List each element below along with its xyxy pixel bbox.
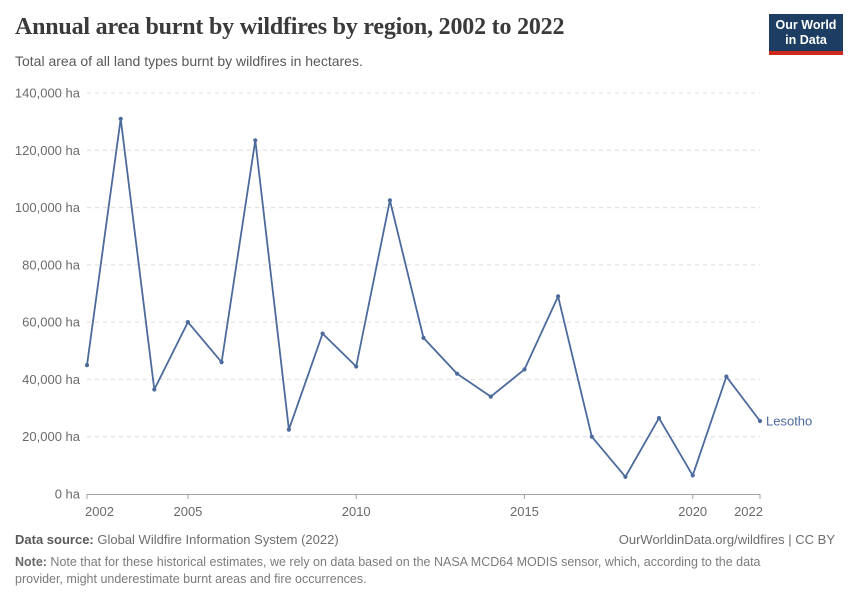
data-point[interactable] xyxy=(387,198,392,203)
x-axis-label: 2002 xyxy=(85,504,114,519)
x-axis-label: 2022 xyxy=(734,504,763,519)
data-point[interactable] xyxy=(185,320,190,325)
data-point[interactable] xyxy=(219,360,224,365)
y-axis-label: 60,000 ha xyxy=(22,315,81,330)
page-title: Annual area burnt by wildfires by region… xyxy=(15,14,565,40)
data-point[interactable] xyxy=(589,434,594,439)
owid-logo[interactable]: Our World in Data xyxy=(769,14,843,55)
data-point[interactable] xyxy=(623,474,628,479)
y-axis-label: 120,000 ha xyxy=(15,143,81,158)
data-point[interactable] xyxy=(84,363,90,368)
data-point[interactable] xyxy=(286,427,291,432)
y-axis-label: 20,000 ha xyxy=(22,429,81,444)
data-point[interactable] xyxy=(253,138,258,143)
data-point[interactable] xyxy=(354,364,359,369)
series-line-lesotho[interactable] xyxy=(86,117,761,478)
x-axis-label: 2015 xyxy=(510,504,539,519)
data-point[interactable] xyxy=(455,371,460,376)
data-point[interactable] xyxy=(421,335,426,340)
footer-note: Note: Note that for these historical est… xyxy=(15,554,793,588)
y-axis-label: 40,000 ha xyxy=(22,372,81,387)
data-point[interactable] xyxy=(522,367,527,372)
data-point[interactable] xyxy=(690,473,695,478)
owid-logo-line1: Our World xyxy=(775,18,837,32)
data-point[interactable] xyxy=(320,331,325,336)
page-subtitle: Total area of all land types burnt by wi… xyxy=(15,53,363,69)
y-axis-label: 140,000 ha xyxy=(15,86,81,101)
x-axis-label: 2020 xyxy=(678,504,707,519)
y-axis-label: 0 ha xyxy=(55,487,81,502)
footer-note-label: Note: xyxy=(15,555,47,569)
data-point[interactable] xyxy=(488,394,493,399)
x-axis-label: 2005 xyxy=(173,504,202,519)
owid-cc-by-link[interactable]: OurWorldinData.org/wildfires | CC BY xyxy=(618,532,835,547)
x-axis-label: 2010 xyxy=(342,504,371,519)
data-source: Data source: Global Wildfire Information… xyxy=(15,532,339,547)
footer-source-row: Data source: Global Wildfire Information… xyxy=(15,532,835,547)
y-axis-label: 80,000 ha xyxy=(22,257,81,272)
data-point[interactable] xyxy=(724,374,729,379)
series-label-lesotho[interactable]: Lesotho xyxy=(766,413,812,428)
data-source-value: Global Wildfire Information System (2022… xyxy=(93,532,339,547)
data-point[interactable] xyxy=(118,116,123,121)
data-source-label: Data source: xyxy=(15,532,94,547)
data-point[interactable] xyxy=(152,387,157,392)
data-point[interactable] xyxy=(656,416,662,421)
owid-logo-line2: in Data xyxy=(785,33,827,47)
y-axis-label: 100,000 ha xyxy=(15,200,81,215)
footer-note-value: Note that for these historical estimates… xyxy=(15,555,761,586)
data-point[interactable] xyxy=(757,418,763,424)
data-point[interactable] xyxy=(556,294,561,299)
